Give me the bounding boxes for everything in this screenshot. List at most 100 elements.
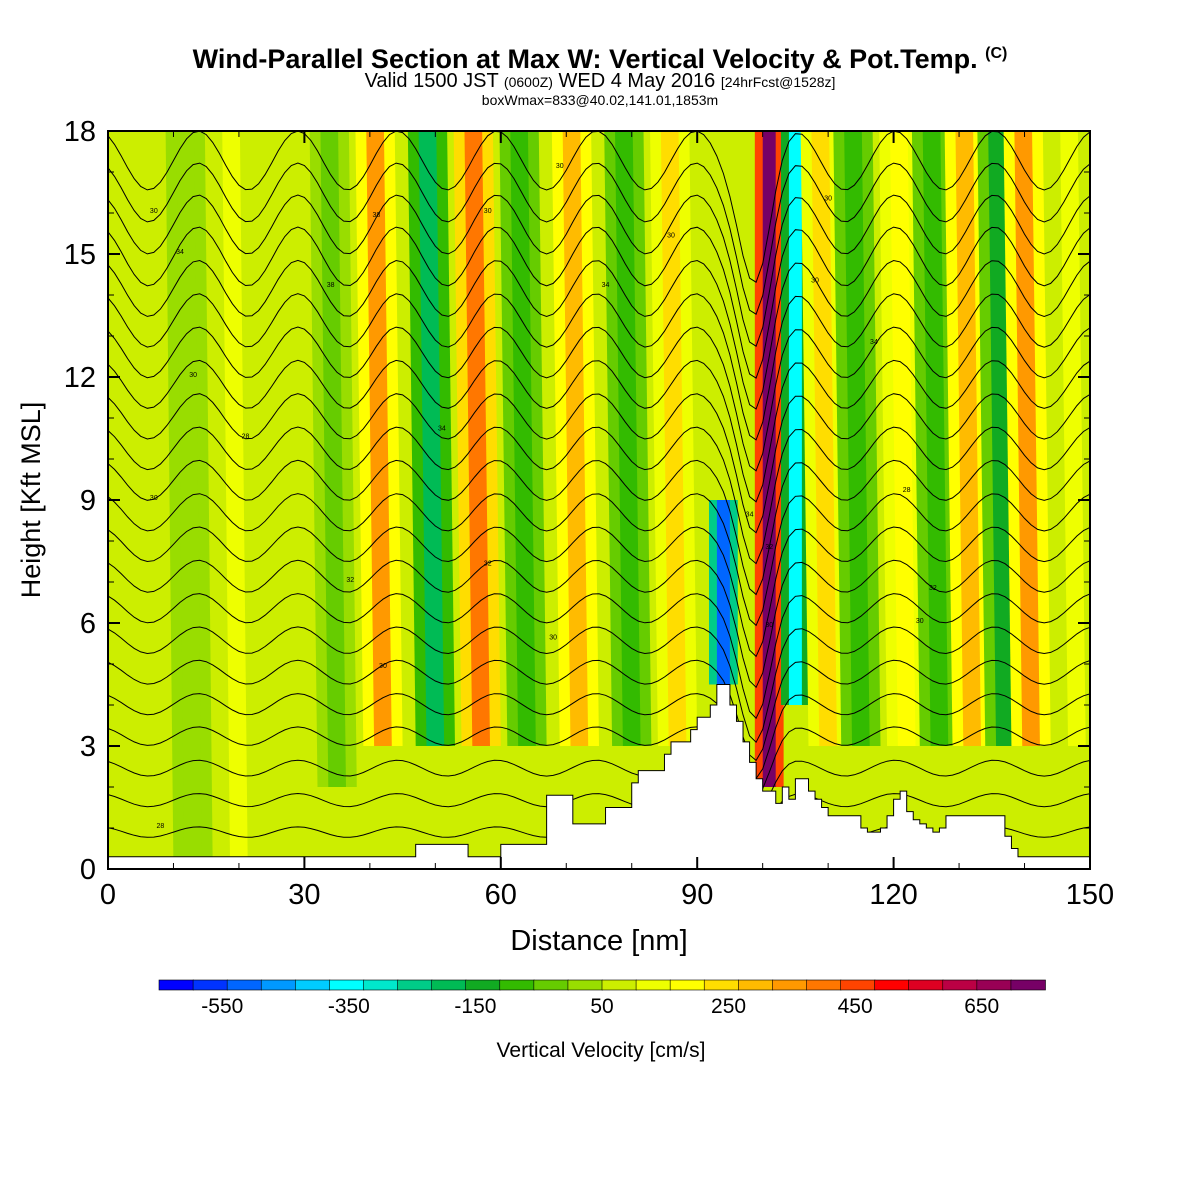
chart-title: Wind-Parallel Section at Max W: Vertical… [192, 44, 1008, 74]
colorbar-swatch [192, 979, 228, 991]
contour-label: 30 [765, 622, 773, 629]
x-tick-label: 90 [681, 879, 713, 911]
contour-label: 30 [811, 278, 819, 285]
colorbar-swatch [363, 979, 399, 991]
colorbar-swatch [329, 979, 365, 991]
w-band-core-9 [562, 131, 589, 746]
contour-label: 32 [765, 544, 773, 551]
colorbar-swatch [295, 979, 331, 991]
x-tick-label: 60 [485, 879, 517, 911]
w-band-core-10 [615, 131, 641, 746]
contour-label: 34 [870, 339, 878, 346]
contour-label: 32 [484, 561, 492, 568]
w-band-core-13 [762, 131, 776, 787]
colorbar-swatch [806, 979, 842, 991]
theta-contour-294 [108, 693, 1090, 780]
contour-label: 30 [189, 372, 197, 379]
colorbar-swatch [738, 979, 774, 991]
contour-label: 30 [150, 208, 158, 215]
colorbar-swatch [431, 979, 467, 991]
w-band-core-22 [1060, 131, 1086, 746]
contour-label: 30 [484, 208, 492, 215]
theta-contour-316 [108, 326, 1090, 472]
y-tick-label: 15 [64, 239, 96, 271]
theta-contour-322 [108, 226, 1090, 379]
theta-contour-324 [108, 194, 1090, 347]
contour-label: 30 [824, 196, 832, 203]
theta-contours [108, 131, 1090, 852]
y-tick-label: 9 [80, 485, 96, 517]
w-band-core-11 [660, 131, 687, 746]
colorbar-swatch [533, 979, 569, 991]
chart-subtitle: Valid 1500 JST (0600Z) WED 4 May 2016 [2… [364, 70, 836, 92]
colorbar-label: Vertical Velocity [cm/s] [497, 1039, 706, 1062]
theta-contour-306 [108, 493, 1090, 627]
colorbar-swatch [226, 979, 263, 991]
contour-label: 28 [156, 823, 164, 830]
theta-contour-300 [108, 593, 1090, 720]
theta-contour-292 [108, 726, 1090, 798]
terrain-profile [108, 684, 1090, 869]
contour-label: 32 [346, 577, 354, 584]
contour-label: 30 [549, 634, 557, 641]
w-band-core-7 [464, 131, 490, 746]
contour-label: 34 [602, 282, 610, 289]
theta-contour-310 [108, 426, 1090, 565]
colorbar-swatch [397, 979, 433, 991]
chart-boxinfo: boxWmax=833@40.02,141.01,1853m [481, 92, 719, 108]
w-band-core-12 [716, 500, 730, 685]
x-tick-label: 0 [100, 879, 116, 911]
x-tick-label: 150 [1066, 879, 1114, 911]
w-band-core-21 [1014, 131, 1040, 746]
w-band-core-0 [124, 131, 150, 869]
colorbar-swatch [703, 979, 740, 991]
theta-contour-288 [108, 792, 1090, 834]
contour-label: 30 [916, 618, 924, 625]
x-tick-label: 120 [869, 879, 917, 911]
colorbar-tick-label: 650 [964, 995, 999, 1018]
theta-contour-318 [108, 293, 1090, 441]
theta-contour-304 [108, 526, 1090, 658]
y-tick-label: 6 [80, 608, 96, 640]
w-band-core-2 [222, 131, 248, 869]
theta-contour-326 [108, 162, 1090, 315]
colorbar-tick-label: -550 [201, 995, 243, 1018]
colorbar-swatch [465, 979, 501, 991]
contour-label: 34 [438, 425, 446, 432]
theta-contour-302 [108, 559, 1090, 689]
contour-label: 28 [903, 487, 911, 494]
w-band-core-3 [268, 131, 294, 787]
colorbar-swatch [908, 979, 944, 991]
contour-label: 32 [929, 585, 937, 592]
contour-label: 34 [176, 249, 184, 256]
contour-label: 28 [242, 434, 250, 441]
colorbar-swatch [260, 979, 297, 991]
contour-label: 38 [327, 282, 335, 289]
theta-contour-320 [108, 259, 1090, 410]
w-band-core-16 [844, 131, 870, 746]
colorbar-swatch [942, 979, 978, 991]
contour-label: 30 [667, 233, 675, 240]
y-tick-label: 12 [64, 362, 96, 394]
colorbar-tick-label: 450 [838, 995, 873, 1018]
w-band-core-17 [889, 131, 916, 746]
colorbar-swatch [601, 979, 637, 991]
y-tick-label: 18 [64, 116, 96, 148]
colorbar-swatch [158, 979, 194, 991]
theta-contour-308 [108, 459, 1090, 596]
y-tick-label: 3 [80, 731, 96, 763]
theta-contour-290 [108, 759, 1090, 816]
y-axis-label: Height [Kft MSL] [16, 402, 46, 599]
w-band-core-1 [176, 131, 202, 869]
contour-label: 34 [746, 511, 754, 518]
colorbar-tick-label: 50 [590, 995, 613, 1018]
colorbar-swatch [635, 979, 671, 991]
theta-contour-296 [108, 659, 1090, 762]
contour-label: 30 [379, 663, 387, 670]
colorbar-swatch [976, 979, 1012, 991]
x-tick-label: 30 [288, 879, 320, 911]
theta-contour-298 [108, 626, 1090, 744]
colorbar-tick-label: -150 [454, 995, 496, 1018]
colorbar-swatch [772, 979, 808, 991]
